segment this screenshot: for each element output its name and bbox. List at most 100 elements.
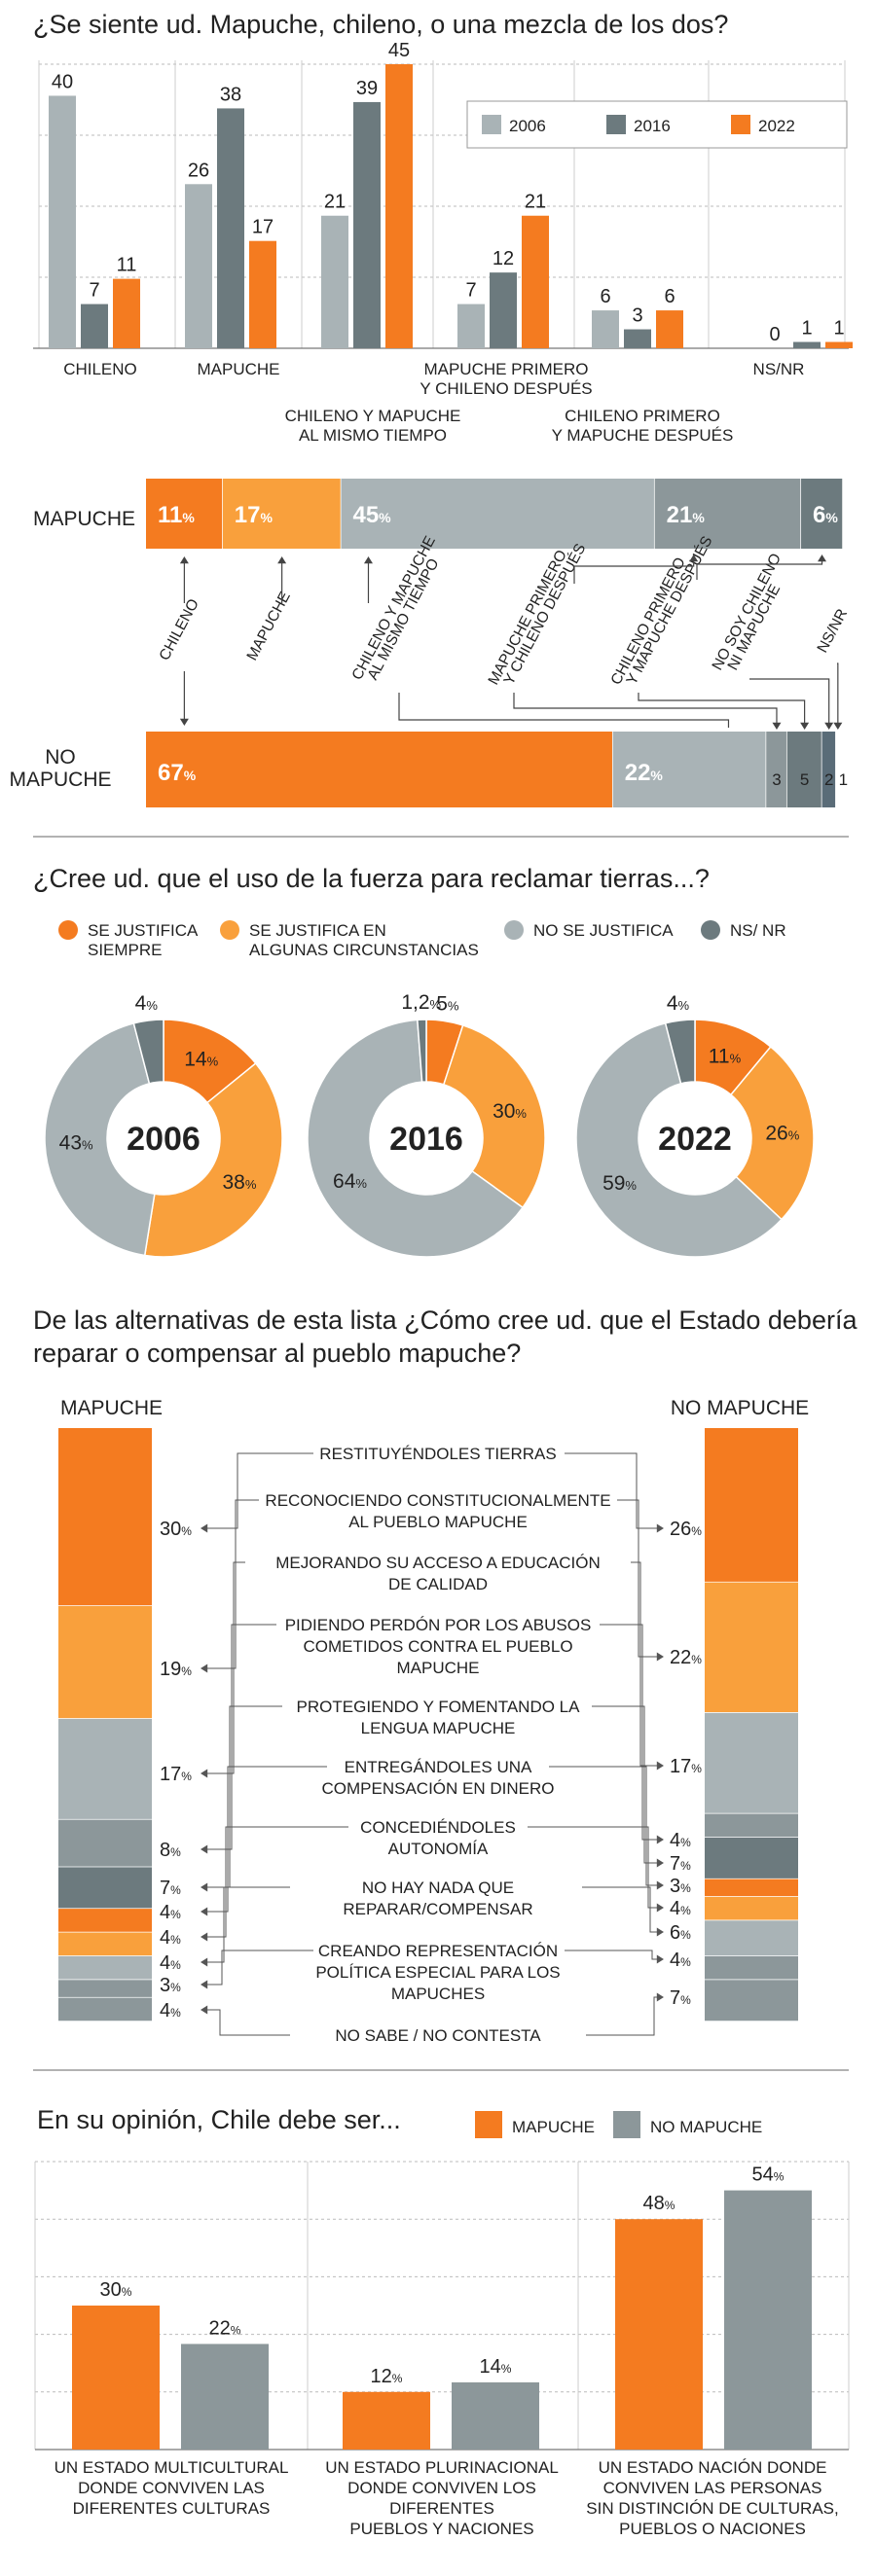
chart1-category-label: CHILENO <box>63 360 137 378</box>
chart4-mapuche-value: 4% <box>160 1952 181 1974</box>
chart4-item-label: REPARAR/COMPENSAR <box>343 1900 532 1918</box>
chart4-no_mapuche-segment <box>705 1582 798 1713</box>
chart4-connector-arrow <box>656 1927 664 1937</box>
donut-2016-value-number: 30 <box>493 1100 515 1123</box>
chart4-item-label: ENTREGÁNDOLES UNA <box>345 1758 532 1776</box>
chart4-mapuche-value-number: 30 <box>160 1519 181 1540</box>
chart4-mapuche-value-percent-sign: % <box>181 1664 192 1678</box>
chart4-mapuche-value-percent-sign: % <box>170 1958 181 1972</box>
donut-2022-value: 11% <box>709 1045 742 1067</box>
chart4-no-mapuche-value: 4% <box>670 1950 691 1971</box>
chart5-value-label-percent-sign: % <box>665 2199 675 2212</box>
donut-2022-value-percent-sign: % <box>730 1051 742 1065</box>
chart4-no-mapuche-value-percent-sign: % <box>680 1859 691 1873</box>
chart4-title: reparar o compensar al pueblo mapuche? <box>33 1339 521 1368</box>
donut-2016-year-label: 2016 <box>389 1121 463 1158</box>
donut-2006-value: 14% <box>184 1049 218 1071</box>
stack-row-1-value-percent-sign: % <box>825 510 838 525</box>
stack-row-1-value-number: 17 <box>235 502 261 528</box>
chart4-right-title: NO MAPUCHE <box>671 1397 809 1419</box>
chart3-legend-label: NO SE JUSTIFICA <box>533 921 674 940</box>
chart4-connector-right <box>565 1452 658 1529</box>
chart4-no_mapuche-segment <box>705 1813 798 1838</box>
stack-row-2-segment <box>612 732 767 807</box>
chart4-mapuche-segment <box>58 1867 152 1910</box>
chart1-bar-2016 <box>793 341 821 348</box>
chart4-mapuche-value-percent-sign: % <box>170 1908 181 1921</box>
stack-category-label: CHILENO Y MAPUCHE <box>349 533 439 683</box>
chart3-legend-swatch <box>701 920 720 940</box>
chart4-item-label: POLÍTICA ESPECIAL PARA LOS <box>315 1963 560 1982</box>
chart1-legend-swatch <box>606 115 626 134</box>
stack-row-label-no-mapuche: MAPUCHE <box>9 769 111 791</box>
chart4-mapuche-segment <box>58 1718 152 1820</box>
stack-category-label: Y CHILENO DESPUÉS <box>501 541 590 688</box>
chart5-category-label: DONDE CONVIVEN LAS <box>78 2479 265 2497</box>
chart4-item-label: CONCEDIÉNDOLES <box>360 1818 516 1837</box>
stack-row-1-value-number: 21 <box>667 502 693 528</box>
chart1-bar-2022 <box>249 240 276 348</box>
chart5-value-label-percent-sign: % <box>231 2323 241 2337</box>
chart5-bar-mapuche <box>343 2391 430 2450</box>
chart4-connector-right <box>617 1499 658 1658</box>
chart4-item-label: NO SABE / NO CONTESTA <box>335 2026 541 2045</box>
chart4-item-label: LENGUA MAPUCHE <box>361 1719 516 1737</box>
chart4-item-label: MEJORANDO SU ACCESO A EDUCACIÓN <box>275 1554 600 1572</box>
donut-2022-year-label: 2022 <box>658 1121 732 1158</box>
chart4-mapuche-value-number: 3 <box>160 1975 170 1996</box>
donut-2022-value-number: 11 <box>709 1045 730 1067</box>
chart5-category-label: DIFERENTES CULTURAS <box>73 2499 271 2518</box>
chart4-connector-arrow <box>201 2005 208 2015</box>
chart1-value-label: 0 <box>769 324 780 345</box>
stack-row-1-value-number: 6 <box>813 502 825 528</box>
donut-2006-value: 4% <box>135 992 159 1015</box>
chart3-legend-label: SE JUSTIFICA EN <box>249 921 386 940</box>
chart4-mapuche-value: 30% <box>160 1519 192 1540</box>
donut-2022-hole <box>639 1082 751 1195</box>
chart4-mapuche-value-number: 4 <box>160 1927 170 1949</box>
donut-2016-value-percent-sign: % <box>515 1106 527 1121</box>
chart1-category-label: Y MAPUCHE DESPUÉS <box>552 426 734 445</box>
chart4-mapuche-value-number: 4 <box>160 1902 170 1923</box>
chart4-item-label: MAPUCHE <box>396 1659 479 1677</box>
chart1-value-label: 12 <box>493 248 514 269</box>
chart4-connector-left <box>206 1766 327 1913</box>
chart5-value-label: 22% <box>209 2317 241 2339</box>
donut-2006-value-percent-sign: % <box>245 1177 257 1192</box>
chart4-item-label: MAPUCHES <box>391 1985 485 2003</box>
chart4-mapuche-value: 4% <box>160 1927 181 1949</box>
chart4-connector-arrow <box>656 1992 664 2002</box>
chart1-bar-2022 <box>825 341 853 348</box>
chart4-connector-left <box>206 1499 259 1669</box>
chart1-bar-2016 <box>217 108 244 348</box>
chart1-value-label: 21 <box>324 192 346 213</box>
chart4-connector-arrow <box>201 1932 208 1942</box>
chart4-no_mapuche-segment <box>705 1980 798 2021</box>
chart4-connector-left <box>206 2009 290 2036</box>
stack-row-2-segment <box>146 732 613 807</box>
chart4-no-mapuche-value-number: 7 <box>670 1987 680 2009</box>
chart1-value-label: 3 <box>632 305 642 327</box>
chart5-category-label: UN ESTADO PLURINACIONAL <box>325 2458 559 2477</box>
chart4-no-mapuche-value-number: 4 <box>670 1830 680 1851</box>
donut-2022-value: 26% <box>765 1122 799 1144</box>
chart4-mapuche-segment <box>58 1428 152 1606</box>
chart4-connector-arrow <box>656 1523 664 1533</box>
donut-2016-value-number: 5 <box>436 993 448 1016</box>
chart5-category-label: UN ESTADO NACIÓN DONDE <box>599 2458 827 2477</box>
chart1-value-label: 1 <box>801 318 812 340</box>
stack-row-1-value: 11% <box>158 502 195 528</box>
chart5-legend-label: NO MAPUCHE <box>650 2118 762 2136</box>
chart4-no-mapuche-value-percent-sign: % <box>680 1904 691 1917</box>
stack-row-2-value-number: 67 <box>158 760 184 786</box>
chart4-mapuche-value: 4% <box>160 2000 181 2021</box>
chart4-mapuche-value: 7% <box>160 1878 181 1899</box>
chart1-value-label: 6 <box>664 286 675 307</box>
stack-row-1-value-number: 45 <box>352 502 379 528</box>
chart1-legend-box <box>466 100 848 149</box>
chart3-legend-swatch <box>220 920 239 940</box>
chart4-item-label: AUTONOMÍA <box>388 1840 489 1858</box>
chart4-no-mapuche-value-percent-sign: % <box>680 1928 691 1942</box>
